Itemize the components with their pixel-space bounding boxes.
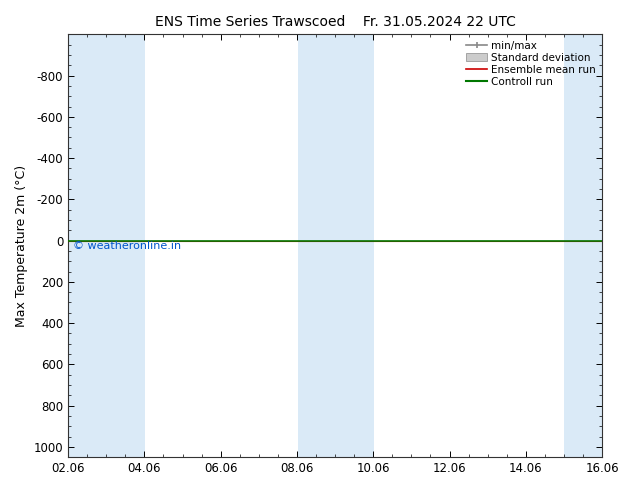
Legend: min/max, Standard deviation, Ensemble mean run, Controll run: min/max, Standard deviation, Ensemble me…	[463, 37, 599, 90]
Title: ENS Time Series Trawscoed    Fr. 31.05.2024 22 UTC: ENS Time Series Trawscoed Fr. 31.05.2024…	[155, 15, 515, 29]
Bar	[298, 34, 335, 457]
Y-axis label: Max Temperature 2m (°C): Max Temperature 2m (°C)	[15, 165, 28, 327]
Text: © weatheronline.in: © weatheronline.in	[74, 241, 181, 250]
Bar	[335, 34, 373, 457]
Bar	[564, 34, 602, 457]
Bar	[107, 34, 145, 457]
Bar	[68, 34, 107, 457]
